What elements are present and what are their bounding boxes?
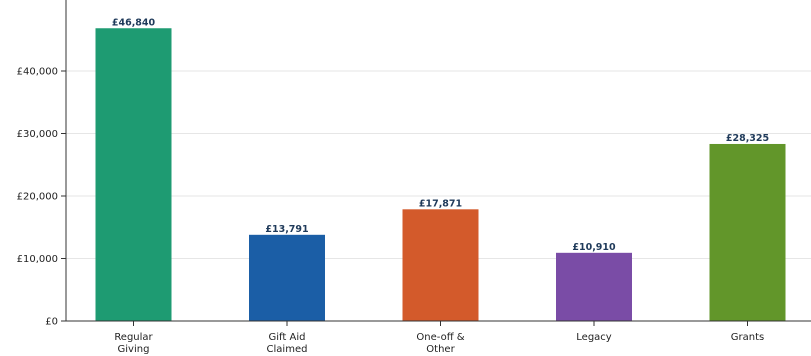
bar xyxy=(249,234,325,321)
x-tick-label: One-off & Other xyxy=(416,332,464,355)
x-tick-label: Grants xyxy=(731,332,764,343)
bars xyxy=(95,28,786,321)
bar xyxy=(95,28,172,321)
x-tick-label: Legacy xyxy=(576,332,612,343)
bar xyxy=(556,252,632,321)
x-tick-label: Gift Aid Claimed xyxy=(267,332,308,355)
x-tick-label: Regular Giving xyxy=(114,332,153,355)
data-label: £13,791 xyxy=(265,224,308,235)
y-tick-label: £20,000 xyxy=(17,192,58,203)
data-label: £17,871 xyxy=(419,198,462,209)
bar xyxy=(402,209,479,321)
data-label: £46,840 xyxy=(112,17,156,28)
axes xyxy=(61,0,811,326)
data-label: £28,325 xyxy=(726,133,769,144)
y-tick-label: £10,000 xyxy=(17,254,58,265)
labels: £0 £10,000 £20,000 £30,000 £40,000 £46,840 Reg… xyxy=(17,17,770,355)
y-tick-label: £30,000 xyxy=(17,129,58,140)
data-label: £10,910 xyxy=(572,242,616,253)
y-tick-label: £40,000 xyxy=(17,67,58,78)
y-tick-label: £0 xyxy=(45,317,58,328)
bar xyxy=(709,143,786,321)
